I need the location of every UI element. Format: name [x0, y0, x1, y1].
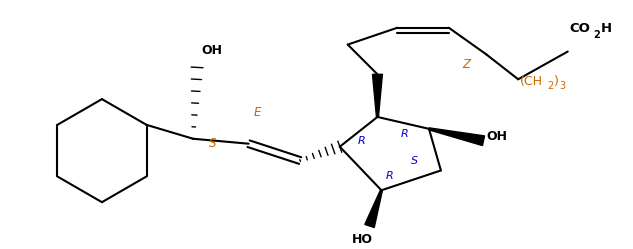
- Text: E: E: [254, 106, 261, 119]
- Text: (CH: (CH: [520, 75, 543, 88]
- Text: S: S: [209, 137, 216, 150]
- Text: R: R: [385, 171, 393, 182]
- Text: 3: 3: [560, 81, 566, 91]
- Text: 2: 2: [594, 30, 600, 40]
- Text: 2: 2: [547, 81, 553, 91]
- Polygon shape: [365, 190, 382, 228]
- Polygon shape: [372, 74, 382, 117]
- Text: ): ): [554, 75, 559, 88]
- Text: R: R: [358, 136, 365, 146]
- Text: OH: OH: [487, 130, 508, 143]
- Text: S: S: [411, 156, 418, 166]
- Polygon shape: [429, 128, 484, 146]
- Text: H: H: [601, 22, 611, 35]
- Text: R: R: [400, 129, 408, 139]
- Text: Z: Z: [463, 58, 471, 71]
- Text: HO: HO: [352, 233, 373, 246]
- Text: CO: CO: [570, 22, 591, 35]
- Text: OH: OH: [201, 45, 222, 58]
